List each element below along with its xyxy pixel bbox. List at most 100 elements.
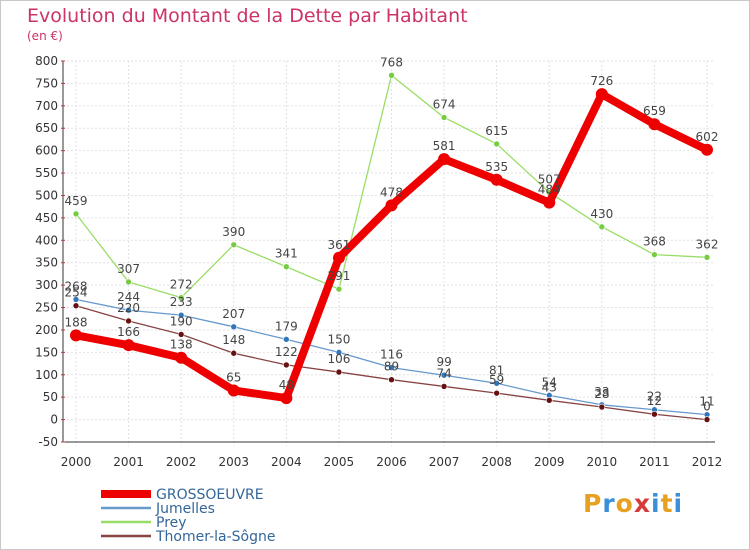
data-point [72,302,80,310]
data-label: 106 [327,352,350,366]
data-point [493,379,500,387]
logo-letter: o [615,489,634,518]
data-point [332,251,345,264]
data-label: 244 [117,290,140,304]
data-label: 207 [222,307,245,321]
logo-letter: t [660,489,674,518]
data-label: 233 [170,295,193,309]
data-label: 254 [65,286,88,300]
data-point [177,294,185,301]
data-label: 54 [542,375,557,389]
logo-letter: r [602,489,616,518]
data-label: 190 [170,314,193,328]
legend-label: Jumelles [155,501,215,517]
data-label: 99 [436,355,451,369]
data-label: 430 [590,207,613,221]
y-tick-label: 100 [35,368,58,382]
x-tick-label: 2010 [587,455,618,469]
y-tick-label: 550 [35,166,58,180]
data-label: 220 [117,301,140,315]
data-label: 12 [647,394,662,408]
data-point [388,376,395,383]
y-tick-label: 700 [35,99,58,113]
x-tick-label: 2005 [324,455,355,469]
data-label: 362 [696,237,719,251]
data-label: 81 [489,363,504,377]
data-point [227,384,240,397]
data-label: 272 [170,278,193,292]
data-label: 581 [433,139,456,153]
y-tick-label: 450 [35,211,58,225]
data-point [125,306,132,314]
y-tick-label: 350 [35,256,58,270]
data-point [493,389,500,397]
x-tick-label: 2003 [218,455,249,469]
data-point [598,403,606,411]
data-label: 89 [384,360,399,374]
data-point [280,392,293,405]
data-label: 478 [380,185,403,199]
data-point [177,311,185,319]
data-label: 602 [696,130,719,144]
logo-letter: i [651,489,661,518]
data-point [440,371,448,379]
data-label: 11 [699,395,714,409]
data-label: 148 [222,333,245,347]
data-point [438,153,451,166]
y-tick-label: 500 [35,188,58,202]
data-point [283,263,290,271]
data-point [598,223,606,231]
data-point [490,173,503,186]
logo-letter: x [633,489,651,518]
x-tick-label: 2000 [61,455,92,469]
data-point [493,140,500,148]
logo-letter: P [583,489,603,518]
data-point [283,336,290,343]
logo-letter: i [673,489,684,518]
x-tick-label: 2006 [376,455,407,469]
data-point [72,210,80,218]
data-label: 726 [590,74,613,88]
data-point [335,285,343,293]
data-label: 138 [170,338,193,352]
data-label: 43 [542,380,557,394]
data-point [440,383,448,390]
data-label: 768 [380,55,403,69]
data-label: 535 [485,160,508,174]
data-point [388,72,395,79]
data-point [335,349,343,356]
x-tick-label: 2009 [534,455,565,469]
y-tick-label: 300 [35,278,58,292]
data-label: 368 [643,235,666,249]
chart-title: Evolution du Montant de la Dette par Hab… [27,5,468,27]
y-tick-label: 600 [35,144,58,158]
y-tick-label: 50 [43,390,58,404]
y-tick-label: -50 [38,435,58,449]
data-label: 307 [117,262,140,276]
data-label: 341 [275,247,298,261]
data-label: 459 [65,194,88,208]
data-label: 291 [327,269,350,283]
data-point [230,241,238,249]
data-point [177,331,185,338]
data-label: 268 [65,279,88,293]
data-point [543,196,556,209]
data-point [283,361,290,369]
y-tick-label: 650 [35,121,58,135]
proxiti-logo: Proxiti [583,489,683,518]
data-label: 116 [380,348,403,362]
legend-label: GROSSOEUVRE [156,487,264,503]
data-label: 188 [65,315,88,329]
data-label: 74 [436,366,451,380]
data-label: 48 [279,378,294,392]
data-point [70,329,82,342]
data-label: 361 [327,238,350,252]
data-label: 0 [703,400,711,414]
data-point [651,251,658,258]
data-point [385,199,398,212]
data-label: 28 [594,387,609,401]
data-label: 122 [275,345,298,359]
data-label: 615 [485,124,508,138]
data-point [440,114,448,121]
